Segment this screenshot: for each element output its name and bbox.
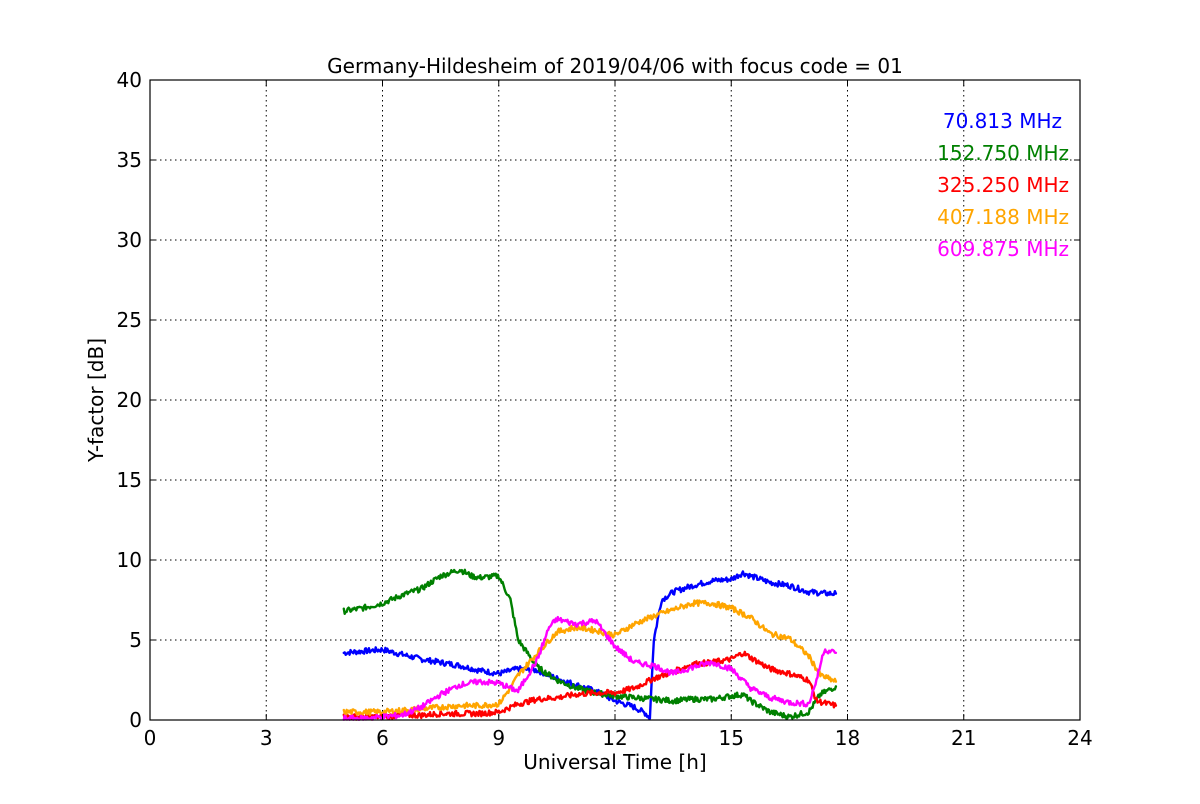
y-axis-label: Y-factor [dB]: [84, 338, 108, 463]
y-tick-label: 0: [129, 708, 142, 732]
series-line-3: [342, 599, 838, 716]
series-line-2: [342, 650, 838, 721]
grid-layer: [150, 80, 1080, 720]
x-tick-label: 3: [260, 726, 273, 750]
y-tick-label: 15: [117, 468, 142, 492]
y-tick-label: 10: [117, 548, 142, 572]
x-tick-label: 9: [492, 726, 505, 750]
x-tick-label: 12: [602, 726, 627, 750]
series-line-0: [342, 570, 838, 720]
y-tick-label: 20: [117, 388, 142, 412]
legend-entry: 609.875 MHz: [937, 237, 1069, 261]
tick-layer: 0 3 6 9 12 15 18 21 24 0 5 10 15 20 25 30 35 40: [117, 68, 1093, 750]
x-tick-label: 15: [719, 726, 744, 750]
y-tick-label: 30: [117, 228, 142, 252]
chart-title: Germany-Hildesheim of 2019/04/06 with fo…: [327, 54, 903, 78]
x-axis-label: Universal Time [h]: [523, 750, 706, 774]
legend-entry: 325.250 MHz: [937, 173, 1069, 197]
series-layer: [342, 568, 838, 721]
legend-layer: 70.813 MHz 152.750 MHz 325.250 MHz 407.188 …: [937, 109, 1069, 261]
y-tick-label: 25: [117, 308, 142, 332]
series-line-4: [342, 615, 838, 721]
x-tick-label: 21: [951, 726, 976, 750]
legend-entry: 407.188 MHz: [937, 205, 1069, 229]
legend-entry: 152.750 MHz: [937, 141, 1069, 165]
series-line-1: [342, 568, 838, 720]
legend-entry: 70.813 MHz: [943, 109, 1062, 133]
y-tick-label: 5: [129, 628, 142, 652]
y-tick-label: 40: [117, 68, 142, 92]
x-tick-label: 24: [1067, 726, 1092, 750]
x-tick-label: 18: [835, 726, 860, 750]
y-tick-label: 35: [117, 148, 142, 172]
x-tick-label: 6: [376, 726, 389, 750]
x-tick-label: 0: [144, 726, 157, 750]
